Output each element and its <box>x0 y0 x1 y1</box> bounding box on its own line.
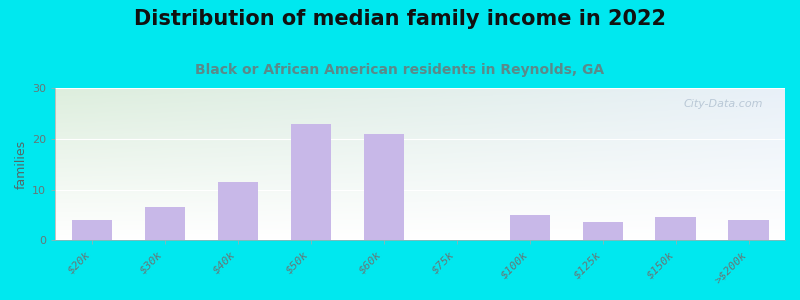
Bar <box>72 220 112 240</box>
Bar <box>655 218 696 240</box>
Text: Black or African American residents in Reynolds, GA: Black or African American residents in R… <box>195 63 605 77</box>
Bar <box>582 223 622 240</box>
Y-axis label: families: families <box>15 140 28 189</box>
Bar <box>729 220 769 240</box>
Text: Distribution of median family income in 2022: Distribution of median family income in … <box>134 9 666 29</box>
Bar <box>364 134 404 240</box>
Bar <box>218 182 258 240</box>
Bar <box>290 124 330 240</box>
Bar <box>145 207 185 240</box>
Bar <box>510 215 550 240</box>
Text: City-Data.com: City-Data.com <box>684 99 763 109</box>
